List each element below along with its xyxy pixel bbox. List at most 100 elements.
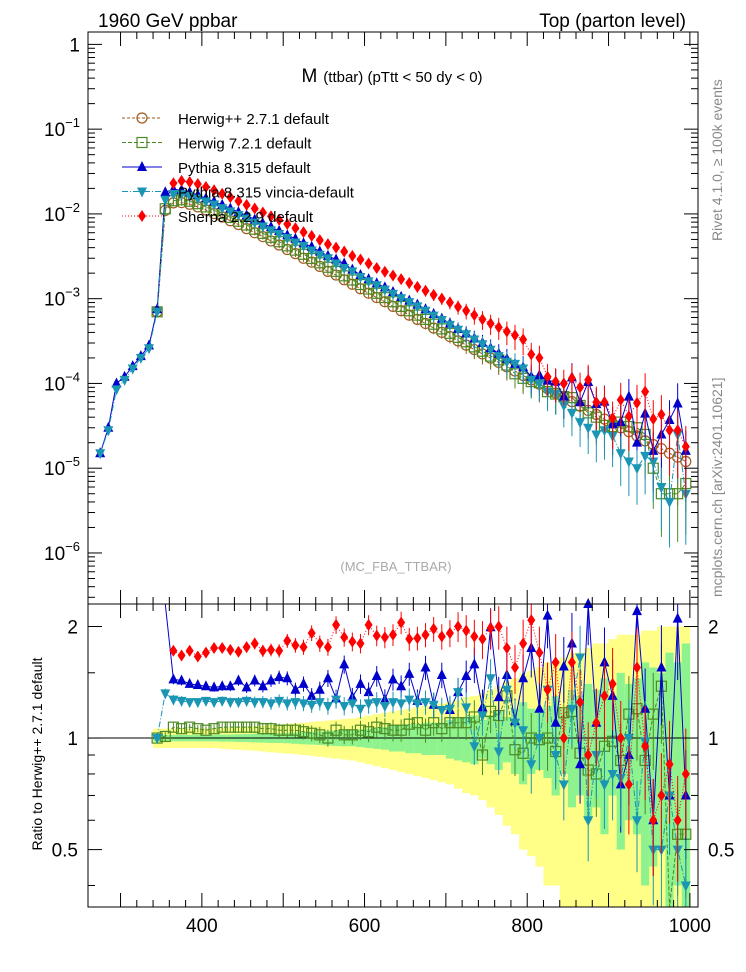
ratio-point bbox=[403, 718, 415, 730]
main-point bbox=[429, 288, 438, 301]
ratio-point bbox=[169, 644, 178, 657]
ratio-point bbox=[599, 780, 610, 791]
ratio-point bbox=[567, 656, 576, 669]
main-point bbox=[648, 457, 659, 468]
main-point bbox=[559, 377, 568, 390]
main-point bbox=[371, 281, 382, 292]
ratio-point bbox=[396, 699, 407, 710]
main-point bbox=[510, 359, 520, 370]
ratio-point bbox=[356, 637, 365, 650]
ratio-point bbox=[298, 677, 309, 688]
ratio-point bbox=[437, 630, 446, 643]
main-point bbox=[192, 194, 203, 205]
ratio-point bbox=[371, 721, 383, 733]
main-point bbox=[608, 412, 617, 425]
ratio-point bbox=[592, 716, 601, 729]
main-point bbox=[282, 233, 293, 244]
main-point bbox=[656, 483, 667, 494]
main-point bbox=[249, 218, 260, 229]
legend-entry: Pythia 8.315 default bbox=[122, 160, 311, 177]
main-point bbox=[518, 364, 529, 375]
ratio-point bbox=[152, 734, 163, 745]
main-point bbox=[397, 273, 406, 286]
ratio-point bbox=[347, 699, 358, 710]
ratio-point bbox=[493, 747, 504, 758]
main-point bbox=[420, 306, 431, 317]
ratio-point bbox=[257, 723, 269, 735]
ratio-point bbox=[656, 661, 667, 672]
main-point bbox=[584, 373, 593, 386]
ratio-point bbox=[193, 650, 202, 663]
main-point bbox=[413, 280, 422, 293]
ratio-point bbox=[340, 631, 349, 644]
main-point bbox=[567, 372, 576, 385]
main-point bbox=[583, 423, 594, 434]
ratio-point bbox=[396, 680, 407, 691]
ratio-point bbox=[428, 700, 439, 711]
ratio-point bbox=[265, 723, 277, 735]
ratio-ytick-label-right: 2 bbox=[708, 617, 719, 638]
ratio-point bbox=[379, 723, 391, 735]
main-ytick-label: 10−4 bbox=[44, 369, 80, 395]
ratio-point bbox=[405, 633, 414, 646]
main-point bbox=[527, 348, 536, 361]
main-point bbox=[339, 264, 350, 275]
ratio-point bbox=[543, 683, 552, 696]
ratio-point bbox=[226, 643, 235, 656]
ratio-point bbox=[583, 598, 594, 608]
ratio-point bbox=[364, 618, 373, 631]
main-point bbox=[379, 285, 390, 296]
main-chart-title: M (ttbar) (pTtt < 50 dy < 0) bbox=[301, 66, 482, 87]
ratio-point bbox=[420, 661, 431, 672]
main-point bbox=[404, 298, 415, 309]
ratio-point bbox=[184, 677, 195, 688]
ratio-point bbox=[274, 696, 285, 707]
main-point bbox=[477, 340, 488, 351]
ratio-point bbox=[291, 639, 300, 652]
main-point bbox=[201, 180, 210, 193]
main-point bbox=[363, 277, 374, 288]
legend-label: Pythia 8.315 default bbox=[178, 160, 311, 177]
ratio-point bbox=[371, 698, 382, 709]
ratio-point bbox=[363, 699, 374, 710]
watermark: (MC_FBA_TTBAR) bbox=[340, 559, 451, 574]
main-point bbox=[111, 385, 122, 396]
title-rest: (ttbar) (pTtt < 50 dy < 0) bbox=[323, 69, 482, 86]
main-point bbox=[200, 197, 211, 208]
main-point bbox=[274, 229, 285, 240]
ratio-point bbox=[282, 699, 293, 710]
ratio-point bbox=[462, 624, 471, 637]
ratio-point bbox=[216, 721, 228, 733]
main-point bbox=[665, 424, 674, 437]
main-point bbox=[127, 364, 138, 375]
ratio-point bbox=[249, 674, 260, 685]
ratio-point bbox=[192, 723, 204, 735]
main-point bbox=[454, 300, 463, 313]
ratio-point bbox=[558, 660, 569, 671]
ratio-point bbox=[607, 769, 618, 780]
main-point bbox=[641, 385, 650, 398]
ratio-point bbox=[518, 726, 529, 737]
ratio-point bbox=[641, 740, 650, 753]
main-point bbox=[494, 321, 503, 334]
main-point bbox=[185, 175, 194, 188]
ratio-point bbox=[470, 630, 479, 643]
ratio-ytick-label-right: 1 bbox=[708, 729, 719, 750]
ratio-point bbox=[486, 622, 495, 635]
ratio-point bbox=[306, 689, 317, 700]
ratio-point bbox=[632, 816, 642, 827]
ratio-point bbox=[258, 644, 267, 657]
main-point bbox=[534, 379, 545, 390]
ratio-point bbox=[217, 680, 228, 691]
main-point bbox=[322, 254, 333, 265]
legend-entry: Pythia 8.315 vincia-default bbox=[122, 185, 355, 202]
main-point bbox=[543, 370, 552, 383]
ratio-point bbox=[413, 632, 422, 645]
ratio-point bbox=[355, 704, 366, 715]
main-point bbox=[184, 191, 195, 202]
main-point bbox=[558, 401, 569, 412]
main-point bbox=[258, 206, 267, 219]
main-point bbox=[632, 464, 642, 475]
ratio-point bbox=[485, 674, 496, 685]
ratio-point bbox=[218, 641, 227, 654]
